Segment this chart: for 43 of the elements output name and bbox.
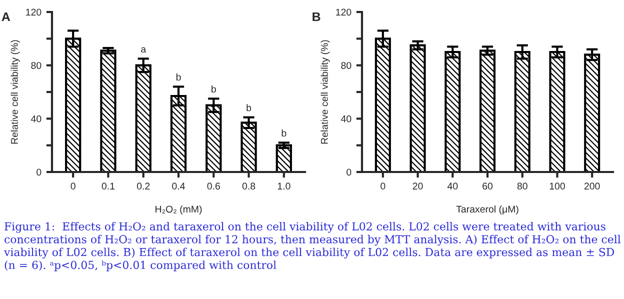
annotation: b [246,104,252,112]
x-tick-label: 0.6 [207,182,220,190]
bar [276,144,292,172]
bar [584,54,600,172]
y-tick-label: 80 [31,62,42,69]
annotation: b [176,73,181,81]
x-tick-label: 100 [550,182,565,190]
x-tick-label: 40 [447,182,458,190]
x-tick-label: 1.0 [278,182,290,190]
y-tick-label: 80 [341,62,352,69]
bar [100,50,116,172]
y-tick-label: 0 [346,168,352,176]
x-tick-label: 0.8 [242,182,256,190]
x-tick-label: 0.2 [136,182,150,190]
x-tick-label: 20 [412,182,423,190]
y-tick-label: 40 [340,115,352,122]
annotation: b [282,129,286,137]
x-axis-title: Taraxerol (μM) [456,205,518,215]
x-tick-label: 60 [482,182,493,190]
x-axis-title: H₂O₂ (mM) [156,205,202,215]
y-tick-label: 120 [26,8,42,16]
bar [410,44,426,172]
x-tick-label: 200 [584,182,600,190]
y-tick-label: 120 [336,8,352,16]
y-axis-title: Relative cell viability (%) [320,40,330,144]
bar [514,50,530,172]
y-tick-label: 40 [30,115,42,122]
chart-title: B [312,12,320,22]
annotation: b [212,85,216,93]
caption: Figure 1: Effects of H₂O₂ and taraxerol on the cell viability of L02 cells. L02 cells were treated with various concentrations of H₂O₂ or taraxerol for 12 hours, then measured by MTT analysis. A) Effect of H₂O₂ on the cell viability of L02 cells. B) Effect of taraxerol on the cell viability of L02 cells. Data are expressed as mean ± SD (n = 6). ᵃp<0.05, ᵇp<0.01 compared with control [4,222,621,272]
y-axis-title: Relative cell viability (%) [10,40,20,144]
bar [479,50,496,172]
x-tick-label: 0.4 [172,182,185,190]
y-tick-label: 0 [36,168,42,176]
bar [444,50,461,172]
x-tick-label: 0 [380,182,386,190]
x-tick-label: 0.1 [102,182,115,190]
x-tick-label: 0 [70,182,76,190]
x-tick-label: 80 [517,182,528,190]
chart-title: A [2,12,10,22]
annotation: a [141,47,146,53]
bar [240,122,257,172]
bar [549,50,566,172]
